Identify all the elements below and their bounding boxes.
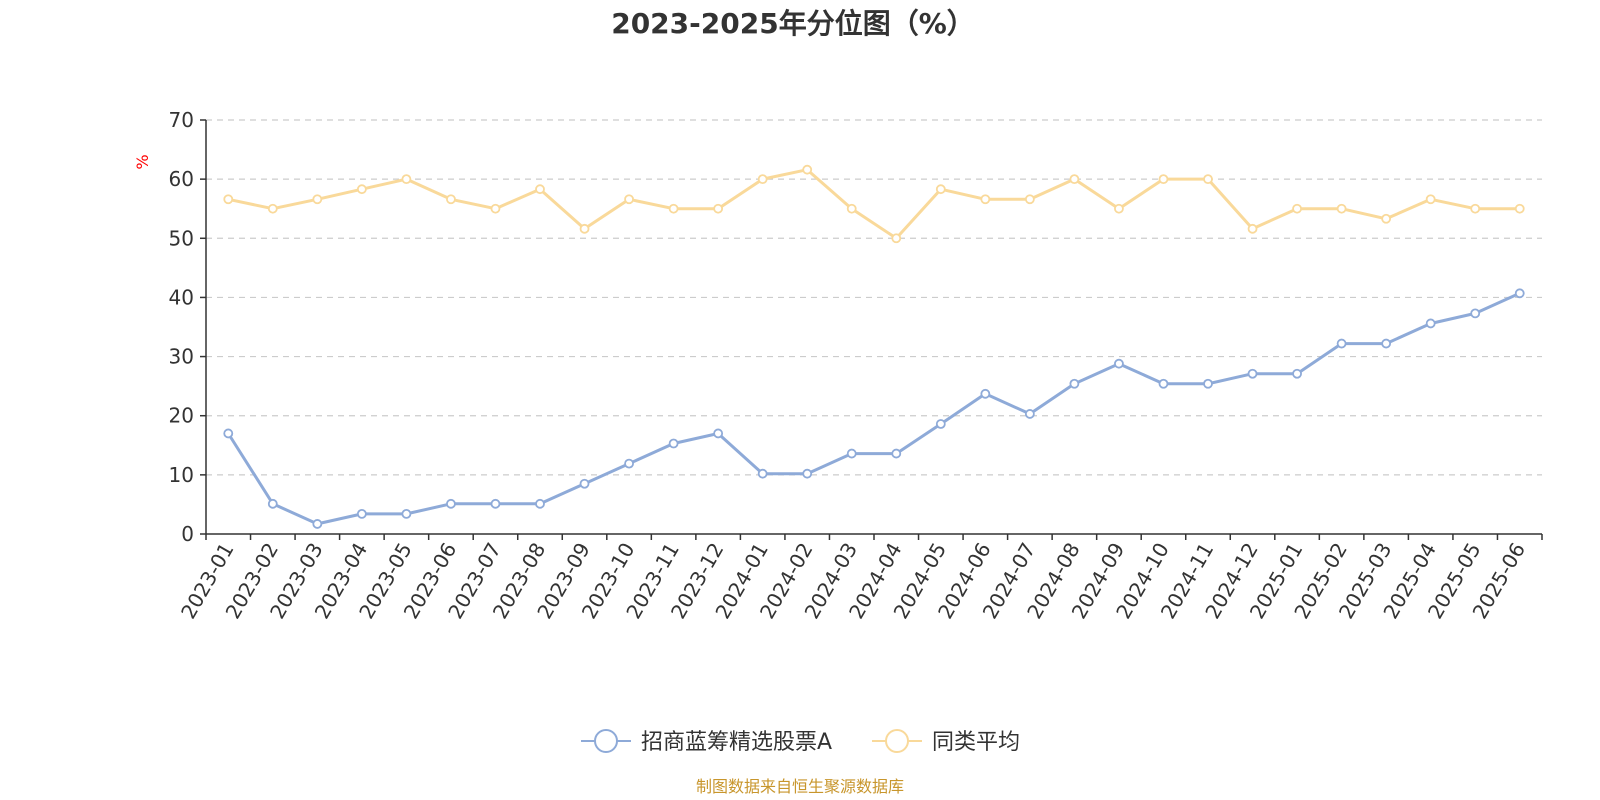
- data-point[interactable]: [846, 203, 857, 214]
- data-point[interactable]: [1024, 194, 1035, 205]
- chart-title: 2023-2025年分位图（%）: [611, 7, 975, 40]
- data-point[interactable]: [1336, 338, 1347, 349]
- data-point[interactable]: [624, 194, 634, 205]
- legend-marker-icon: [594, 729, 618, 753]
- data-point[interactable]: [1203, 174, 1213, 185]
- data-point[interactable]: [1336, 203, 1347, 214]
- series-line: [227, 168, 1520, 240]
- data-point[interactable]: [401, 508, 412, 519]
- data-point[interactable]: [802, 468, 813, 479]
- data-point[interactable]: [267, 498, 278, 509]
- y-tick-label: 70: [169, 108, 194, 132]
- data-point[interactable]: [223, 428, 234, 439]
- data-point[interactable]: [446, 498, 456, 509]
- legend-item[interactable]: 招商蓝筹精选股票A: [581, 729, 832, 755]
- data-point[interactable]: [668, 203, 679, 214]
- data-point[interactable]: [312, 519, 323, 529]
- legend-marker-icon: [885, 729, 909, 753]
- data-point[interactable]: [1470, 203, 1481, 214]
- data-point[interactable]: [935, 419, 946, 429]
- y-tick-label: 60: [169, 167, 194, 191]
- data-point[interactable]: [490, 203, 501, 214]
- data-point[interactable]: [1292, 203, 1302, 214]
- data-point[interactable]: [891, 233, 902, 244]
- data-point[interactable]: [312, 194, 323, 205]
- series-0: [223, 288, 1525, 529]
- data-point[interactable]: [1247, 368, 1258, 379]
- data-point[interactable]: [579, 478, 590, 489]
- data-point[interactable]: [1425, 318, 1436, 329]
- data-point[interactable]: [356, 508, 367, 519]
- data-point[interactable]: [713, 203, 724, 214]
- y-axis-unit-label: %: [133, 154, 152, 169]
- data-point[interactable]: [1425, 194, 1436, 205]
- data-point[interactable]: [1470, 308, 1481, 319]
- y-tick-label: 0: [181, 522, 194, 546]
- data-source-note: 制图数据来自恒生聚源数据库: [696, 777, 904, 796]
- data-point[interactable]: [401, 174, 412, 185]
- data-point[interactable]: [1381, 213, 1392, 224]
- data-point[interactable]: [1158, 174, 1169, 185]
- data-point[interactable]: [980, 388, 991, 399]
- legend: 招商蓝筹精选股票A 同类平均: [581, 729, 1020, 755]
- data-point[interactable]: [802, 164, 813, 175]
- data-point[interactable]: [1024, 409, 1035, 419]
- data-point[interactable]: [535, 184, 545, 195]
- series-line: [227, 291, 1521, 526]
- data-point[interactable]: [980, 194, 991, 205]
- grid-lines: [206, 119, 1542, 476]
- y-tick-label: 10: [169, 463, 194, 487]
- data-point[interactable]: [1292, 368, 1302, 379]
- data-point[interactable]: [1114, 358, 1124, 369]
- data-point[interactable]: [935, 184, 946, 195]
- y-tick-label: 20: [169, 404, 194, 428]
- data-point[interactable]: [713, 428, 724, 439]
- data-point[interactable]: [356, 184, 367, 195]
- data-point[interactable]: [1514, 203, 1525, 214]
- data-point[interactable]: [1381, 338, 1392, 349]
- y-tick-label: 40: [169, 285, 194, 309]
- y-tick-label: 30: [169, 345, 194, 369]
- data-point[interactable]: [624, 458, 634, 469]
- y-tick-label: 50: [169, 226, 194, 250]
- data-point[interactable]: [757, 174, 768, 185]
- data-point[interactable]: [1203, 378, 1213, 389]
- data-point[interactable]: [668, 438, 679, 449]
- series-layer: [223, 164, 1525, 529]
- legend-item[interactable]: 同类平均: [872, 729, 1020, 755]
- data-point[interactable]: [223, 194, 234, 205]
- legend-label: 招商蓝筹精选股票A: [641, 730, 832, 755]
- data-point[interactable]: [1514, 288, 1525, 299]
- data-point[interactable]: [1069, 378, 1080, 389]
- data-point[interactable]: [535, 498, 545, 509]
- legend-label: 同类平均: [932, 730, 1020, 755]
- data-point[interactable]: [891, 448, 902, 459]
- data-point[interactable]: [1114, 203, 1124, 214]
- data-point[interactable]: [1158, 378, 1169, 389]
- data-point[interactable]: [490, 498, 501, 509]
- data-point[interactable]: [846, 448, 857, 459]
- data-point[interactable]: [579, 223, 590, 234]
- data-point[interactable]: [1069, 174, 1080, 185]
- data-point[interactable]: [267, 203, 278, 214]
- data-point[interactable]: [1247, 223, 1258, 234]
- series-1: [223, 164, 1525, 244]
- data-point[interactable]: [446, 194, 456, 205]
- data-point[interactable]: [757, 468, 768, 479]
